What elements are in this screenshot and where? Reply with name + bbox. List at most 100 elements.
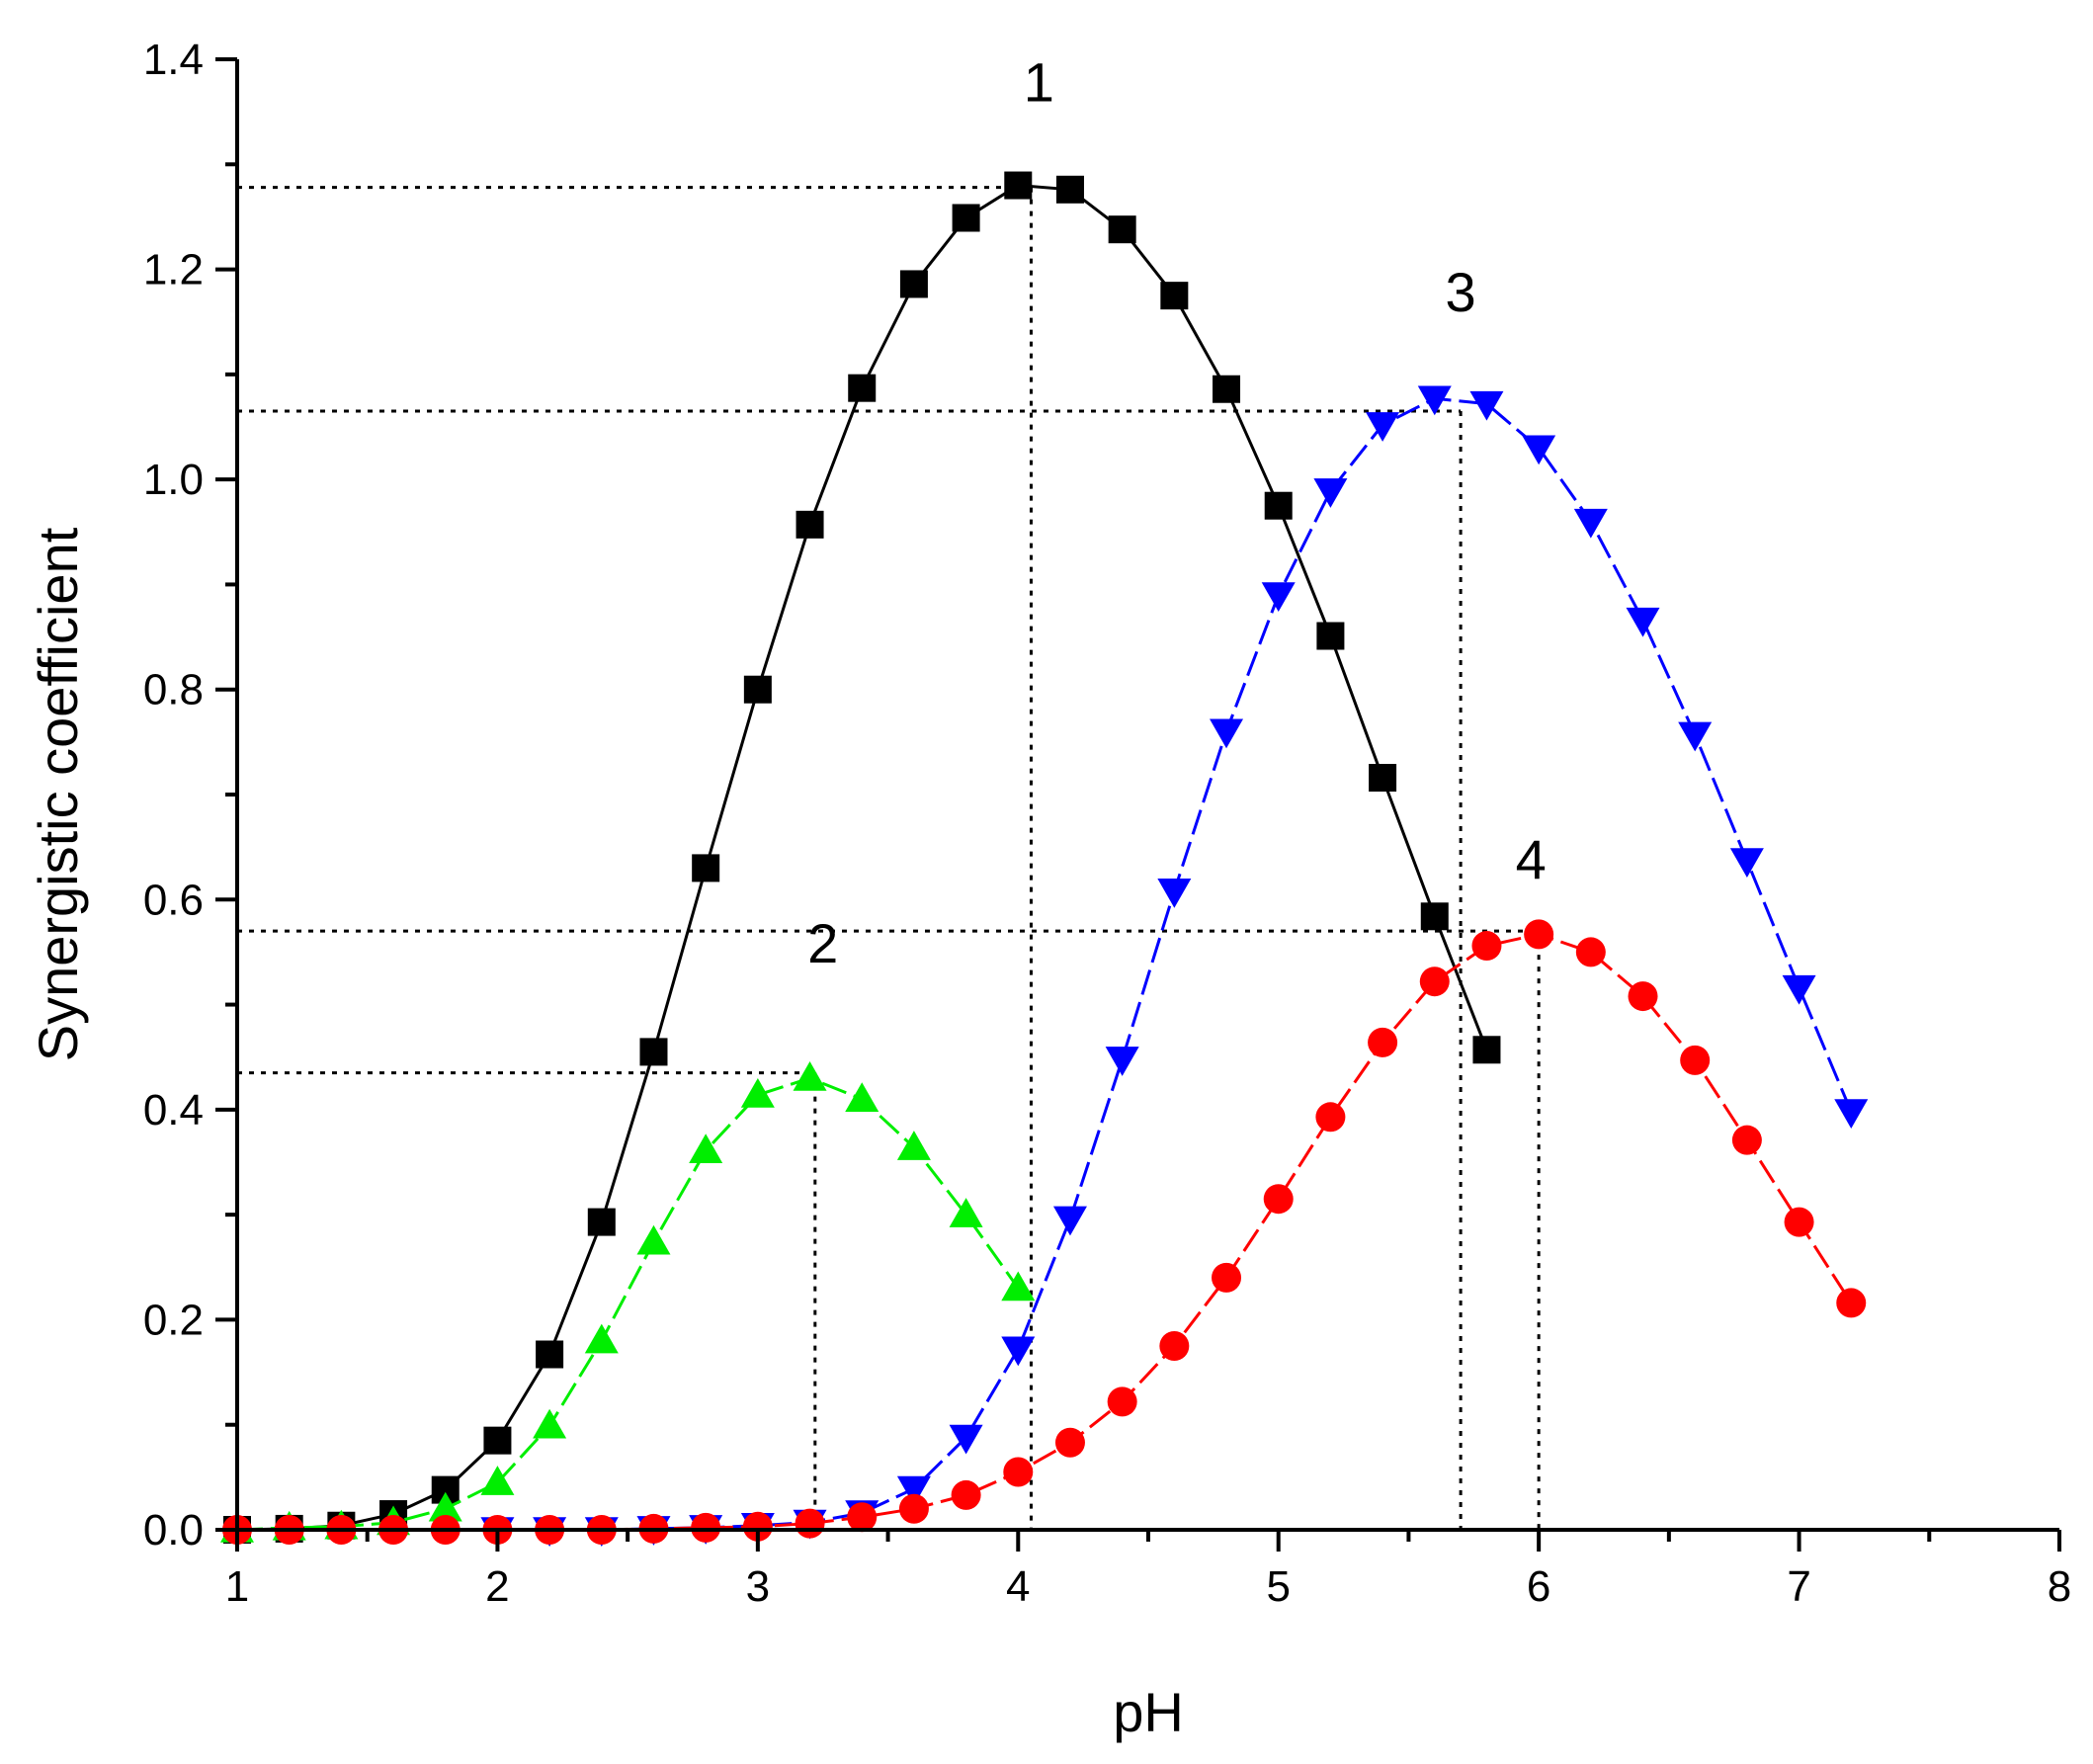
y-tick-label-1.4: 1.4: [143, 36, 204, 84]
y-tick-label-0.0: 0.0: [143, 1506, 204, 1554]
data-point-3-22: [1573, 508, 1608, 539]
y-tick-label-0.6: 0.6: [143, 876, 204, 924]
series-1: [223, 171, 1501, 1544]
data-point-2-9: [636, 1224, 671, 1255]
data-point-4-17: [1054, 1427, 1085, 1458]
data-point-1-13: [848, 374, 877, 402]
data-point-2-16: [1001, 1271, 1036, 1302]
data-point-3-25: [1729, 848, 1764, 878]
data-point-1-23: [1369, 763, 1397, 792]
data-point-3-14: [1157, 879, 1192, 908]
data-point-1-7: [536, 1340, 564, 1369]
x-tick-label-5: 5: [1266, 1562, 1290, 1611]
data-point-3-13: [1105, 1047, 1139, 1076]
data-point-3-20: [1469, 390, 1504, 421]
data-point-2-14: [896, 1131, 931, 1160]
axes: [235, 59, 2059, 1532]
y-tick-label-0.2: 0.2: [143, 1296, 204, 1344]
data-point-1-8: [587, 1208, 616, 1236]
data-point-1-24: [1420, 902, 1449, 931]
data-point-4-27: [1575, 937, 1606, 967]
data-point-2-6: [480, 1466, 515, 1495]
series-4: [222, 919, 1867, 1545]
data-point-3-15: [1210, 718, 1244, 749]
data-point-4-22: [1315, 1102, 1346, 1133]
data-point-4-24: [1419, 966, 1450, 997]
y-tick-label-1.2: 1.2: [143, 246, 204, 294]
x-tick-label-6: 6: [1527, 1562, 1550, 1611]
curve-label-4: 4: [1516, 828, 1547, 890]
data-point-1-6: [483, 1426, 512, 1455]
data-point-3-23: [1626, 607, 1660, 637]
data-point-1-15: [952, 204, 980, 232]
data-point-3-12: [1052, 1206, 1087, 1236]
data-point-1-10: [692, 854, 720, 882]
series-3: [480, 385, 1869, 1547]
data-point-1-16: [1004, 171, 1033, 200]
data-point-3-26: [1782, 974, 1816, 1005]
data-point-4-21: [1263, 1184, 1294, 1215]
data-point-2-15: [949, 1198, 983, 1227]
data-point-4-20: [1212, 1262, 1242, 1293]
data-point-4-10: [691, 1512, 721, 1543]
data-point-3-10: [949, 1424, 983, 1455]
data-point-4-13: [847, 1502, 878, 1533]
x-tick-label-7: 7: [1787, 1562, 1810, 1611]
y-axis-title: Synergistic coefficient: [27, 527, 89, 1061]
data-point-3-27: [1834, 1099, 1869, 1129]
data-point-1-9: [639, 1038, 668, 1066]
data-point-4-14: [898, 1493, 929, 1524]
data-point-3-21: [1522, 435, 1556, 465]
y-tick-label-1.0: 1.0: [143, 456, 204, 504]
data-point-1-19: [1160, 282, 1189, 310]
curve-label-3: 3: [1446, 261, 1476, 323]
data-point-4-16: [1003, 1457, 1034, 1487]
data-point-2-12: [793, 1060, 827, 1091]
x-axis-title: pH: [1113, 1681, 1184, 1743]
data-point-2-10: [689, 1134, 723, 1164]
data-point-4-26: [1524, 919, 1554, 950]
data-point-4-18: [1107, 1386, 1137, 1417]
curve-label-1: 1: [1024, 51, 1054, 114]
data-point-4-15: [951, 1479, 981, 1510]
data-point-3-19: [1417, 385, 1452, 416]
data-point-4-11: [742, 1511, 773, 1542]
data-point-1-14: [899, 270, 928, 298]
series-group: [220, 171, 1869, 1547]
data-point-3-17: [1313, 478, 1348, 508]
x-tick-label-4: 4: [1006, 1562, 1030, 1611]
curve-labels: 1 2 3 4: [807, 51, 1547, 975]
data-point-1-21: [1264, 491, 1293, 520]
data-point-3-16: [1261, 582, 1296, 613]
data-point-1-11: [743, 675, 772, 704]
data-point-4-29: [1680, 1045, 1711, 1075]
x-tick-label-2: 2: [485, 1562, 509, 1611]
series-line-2: [236, 1076, 1020, 1532]
x-tick-label-8: 8: [2048, 1562, 2071, 1611]
data-point-3-24: [1678, 721, 1713, 752]
data-point-3-9: [896, 1475, 931, 1506]
tick-labels: 1 2 3 4 5 6 7 8 0.0 0.2 0.4 0.6 0.8 1.0 1.2 1.4: [143, 36, 2071, 1611]
data-point-4-32: [1836, 1288, 1867, 1318]
data-point-1-12: [795, 510, 824, 539]
ticks: [215, 57, 2061, 1552]
series-line-4: [237, 932, 1853, 1532]
x-tick-label-3: 3: [746, 1562, 770, 1611]
data-point-1-20: [1213, 375, 1241, 403]
data-point-4-12: [795, 1508, 825, 1539]
reference-lines: [237, 186, 1541, 1530]
x-tick-label-1: 1: [225, 1562, 249, 1611]
data-point-2-8: [584, 1323, 619, 1354]
data-point-1-22: [1316, 622, 1345, 650]
data-point-4-19: [1159, 1331, 1190, 1361]
data-point-1-18: [1108, 215, 1136, 244]
y-tick-label-0.8: 0.8: [143, 666, 204, 714]
data-point-4-28: [1628, 981, 1658, 1012]
data-point-3-11: [1001, 1336, 1036, 1367]
data-point-4-25: [1471, 931, 1502, 962]
data-point-1-25: [1472, 1036, 1501, 1064]
data-point-2-7: [533, 1408, 567, 1439]
data-point-2-5: [428, 1491, 462, 1522]
